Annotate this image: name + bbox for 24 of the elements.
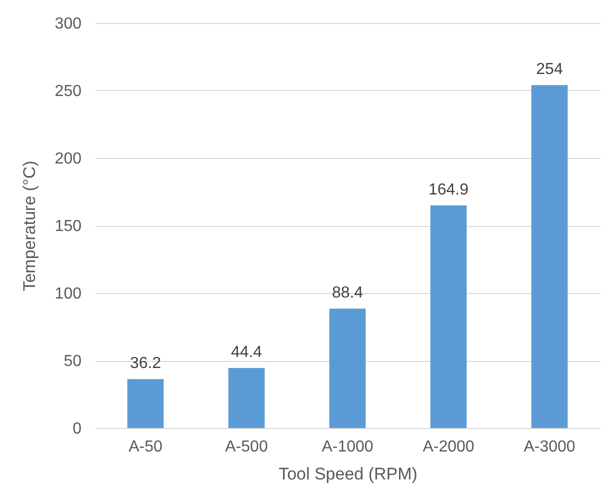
y-tick-label: 100 [54,286,82,302]
x-tick-label: A-3000 [524,438,576,456]
data-label: 88.4 [332,284,364,302]
x-tick-label: A-2000 [422,438,474,456]
y-tick-label: 250 [54,83,82,100]
y-tick-label: 300 [54,16,82,32]
data-label: 164.9 [428,181,469,198]
x-tick-label: A-1000 [322,438,374,456]
data-label: 36.2 [130,355,162,372]
y-tick-label: 200 [54,150,82,168]
x-tick-label: A-50 [128,438,162,456]
y-axis-title: Temperature (°C) [20,160,39,292]
y-tick-label: 150 [54,218,82,235]
x-axis-title: Tool Speed (RPM) [278,464,418,484]
y-tick-label: 50 [64,353,82,370]
bar [228,368,265,428]
data-label: 254 [536,61,563,78]
bar [127,379,164,428]
bar [531,85,568,428]
bar [329,308,366,428]
data-label: 44.4 [230,344,262,362]
y-tick-label: 0 [72,420,82,438]
x-tick-label: A-500 [225,438,268,456]
bar [430,205,467,428]
